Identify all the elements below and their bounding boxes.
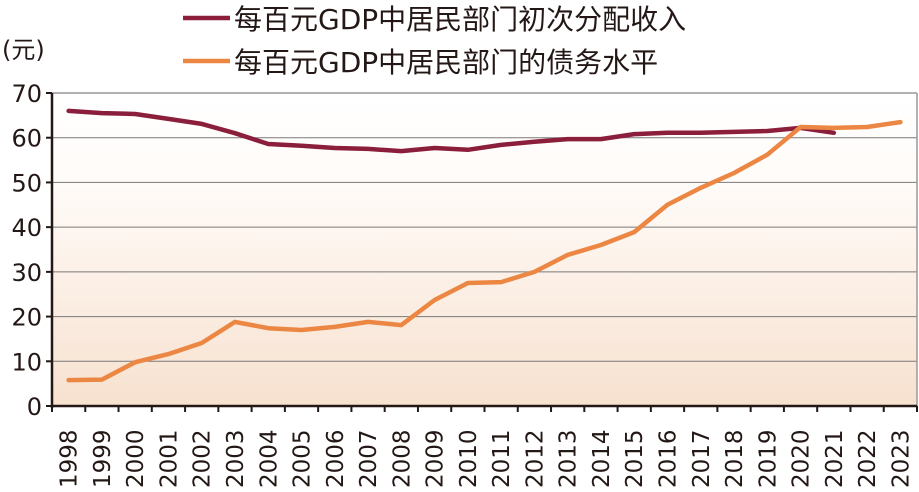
y-tick-label: 10: [11, 348, 42, 376]
x-tick-label: 2020: [789, 429, 815, 488]
x-tick-label: 2003: [223, 429, 249, 488]
x-tick-label: 2008: [389, 429, 415, 488]
x-tick-label: 2016: [655, 429, 681, 488]
x-tick-label: 2021: [822, 429, 848, 488]
x-tick-label: 2017: [689, 429, 715, 488]
y-tick-label: 0: [27, 393, 42, 421]
y-tick-label: 30: [11, 259, 42, 287]
x-tick-label: 2005: [290, 429, 316, 488]
x-tick-label: 2007: [356, 429, 382, 488]
x-tick-label: 2006: [323, 429, 349, 488]
y-tick-label: 60: [11, 125, 42, 153]
x-tick-label: 1998: [57, 429, 83, 488]
x-tick-label: 2023: [888, 429, 914, 488]
x-tick-label: 2015: [622, 429, 648, 488]
x-tick-label: 2014: [589, 429, 615, 488]
series-line-1: [66, 108, 837, 154]
x-tick-label: 2009: [423, 429, 449, 488]
x-tick-label: 2012: [522, 429, 548, 488]
y-tick-label: 20: [11, 304, 42, 332]
y-axis-label: (元): [2, 36, 45, 64]
x-tick-label: 2000: [123, 429, 149, 488]
x-tick-label: 2019: [755, 429, 781, 488]
x-tick-label: 2018: [722, 429, 748, 488]
y-tick-label: 40: [11, 214, 42, 242]
x-tick-label: 2004: [256, 429, 282, 488]
x-tick-label: 2013: [556, 429, 582, 488]
series-line-2: [66, 119, 903, 383]
x-tick-label: 2022: [855, 429, 881, 488]
x-tick-label: 1999: [90, 429, 116, 488]
x-tick-label: 2002: [190, 429, 216, 488]
x-tick-label: 2001: [156, 429, 182, 488]
y-tick-label: 70: [11, 80, 42, 108]
x-tick-label: 2011: [489, 429, 515, 488]
legend-label: 每百元GDP中居民部门初次分配收入: [234, 3, 686, 36]
x-tick-label: 2010: [456, 429, 482, 488]
legend-label: 每百元GDP中居民部门的债务水平: [234, 46, 658, 79]
y-tick-label: 50: [11, 169, 42, 197]
